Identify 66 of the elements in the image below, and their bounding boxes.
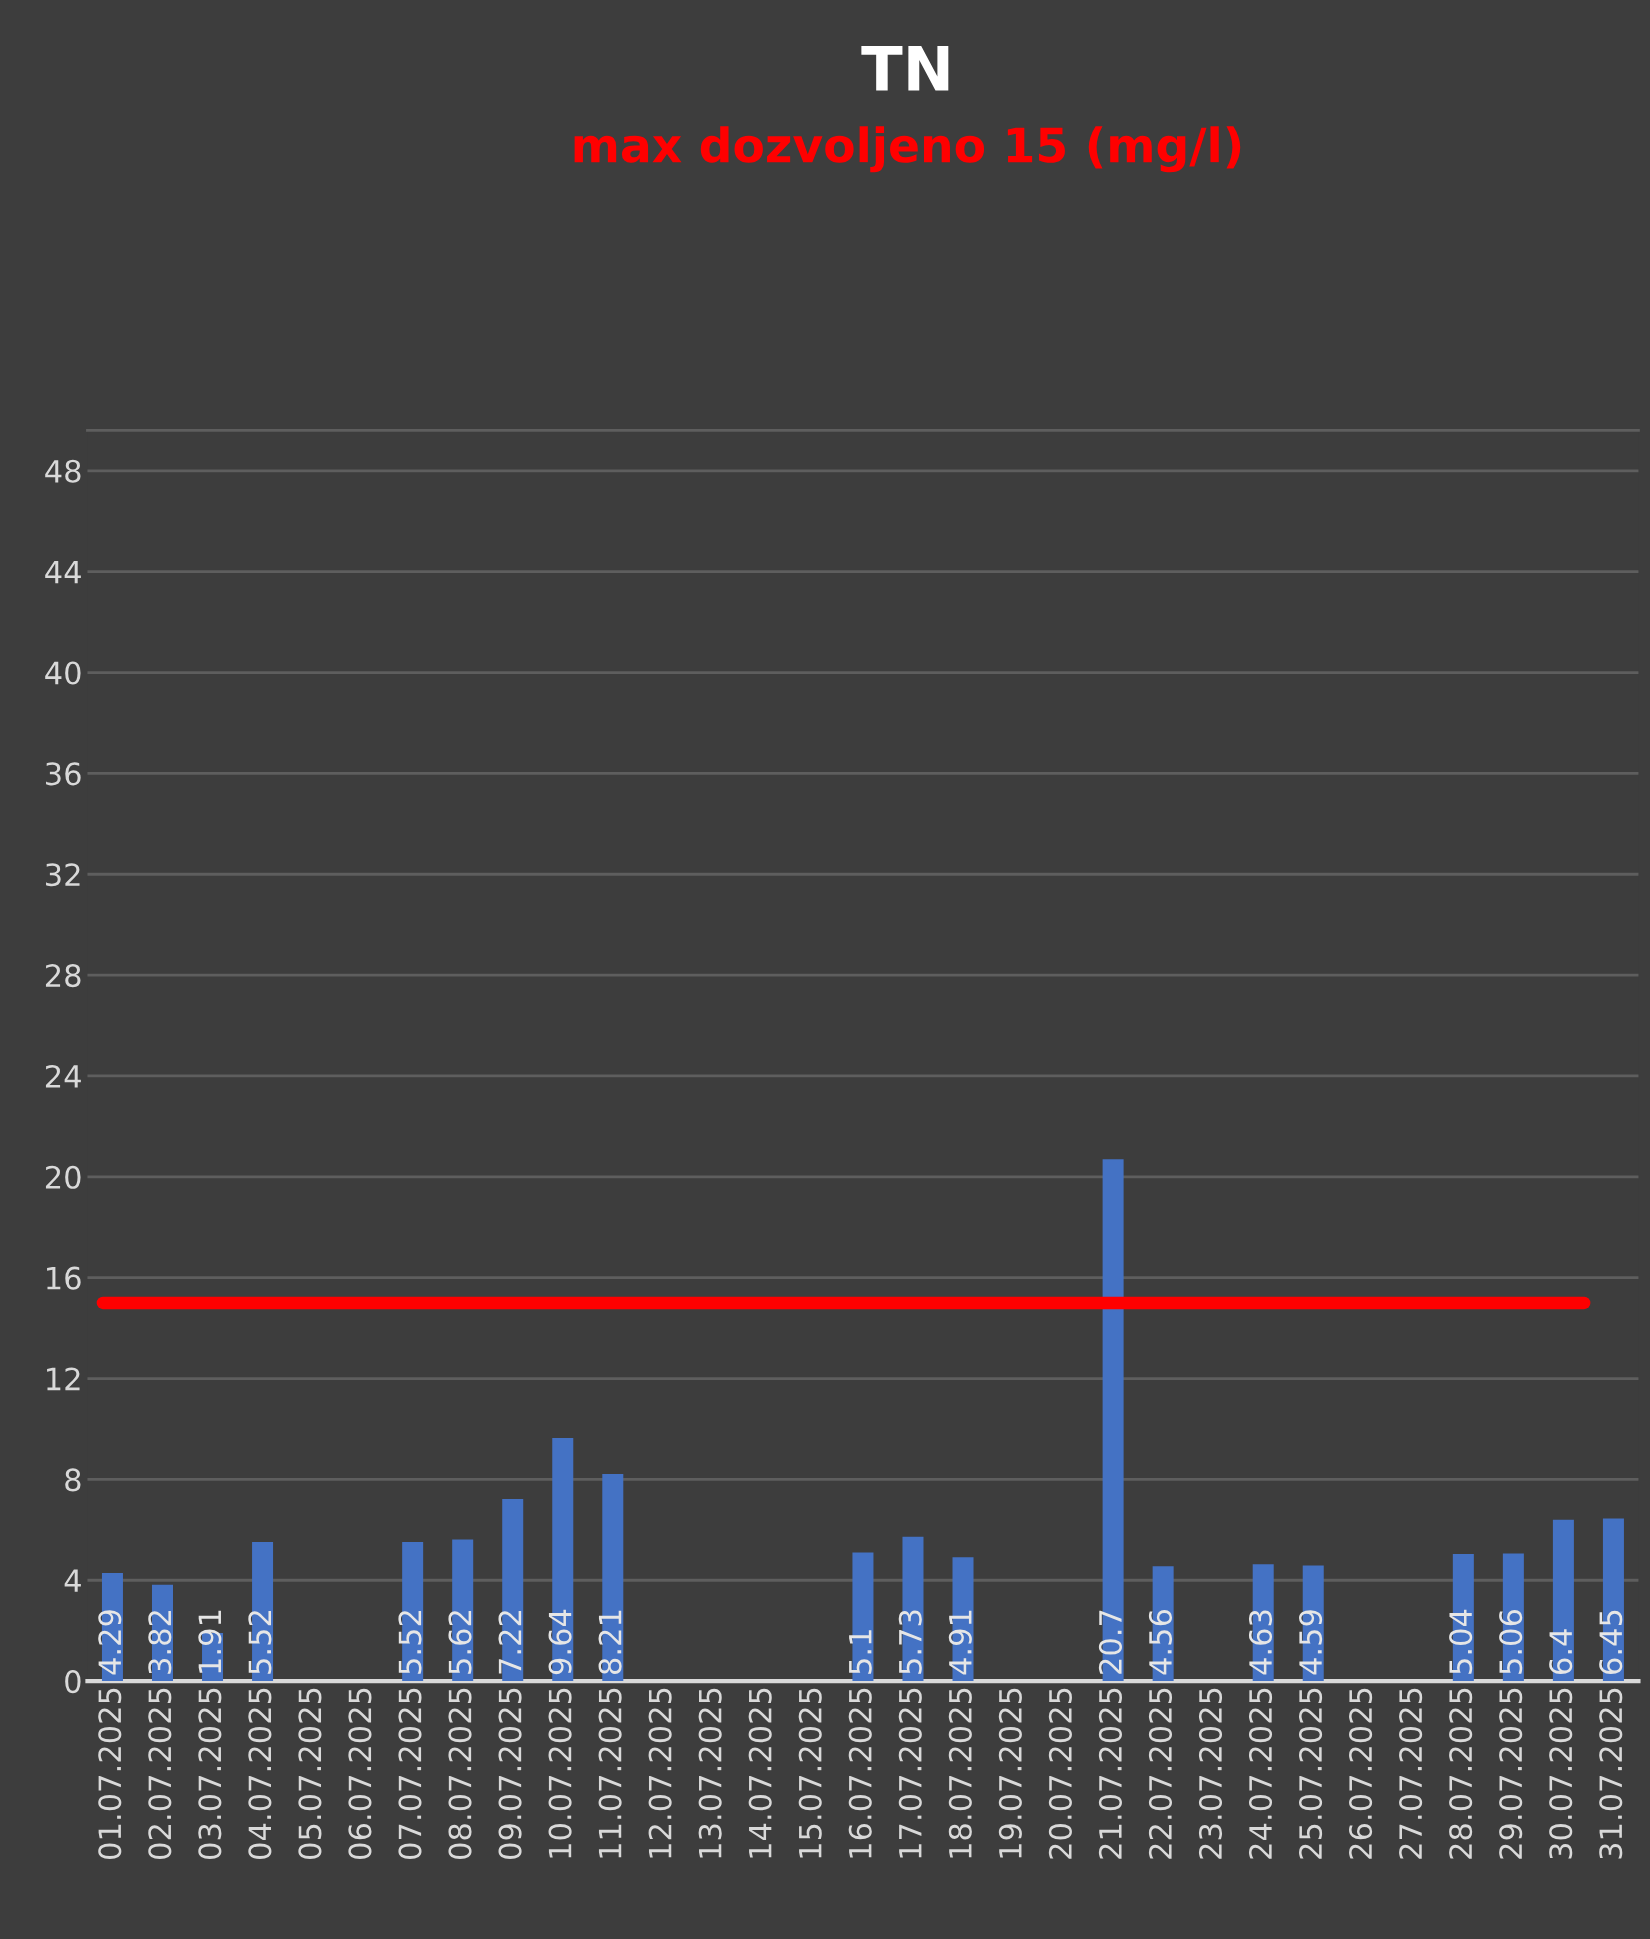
y-tick-label: 12 (47, 1367, 80, 1391)
x-tick-label: 03.07.2025 (198, 1688, 222, 1859)
data-label: 5.52 (248, 1611, 272, 1674)
x-tick-label: 19.07.2025 (998, 1688, 1022, 1858)
chart-title: TN (861, 45, 949, 91)
data-label: 4.29 (98, 1610, 122, 1675)
data-label: 4.56 (1148, 1609, 1173, 1675)
y-tick-label: 20 (45, 1165, 81, 1189)
x-tick-label: 16.07.2025 (848, 1688, 872, 1858)
x-tick-label: 08.07.2025 (448, 1688, 472, 1859)
y-tick-label: 8 (65, 1468, 81, 1492)
data-label: 5.52 (398, 1611, 422, 1674)
x-tick-label: 06.07.2025 (348, 1688, 372, 1859)
y-tick-label: 48 (45, 459, 81, 483)
x-tick-label: 27.07.2025 (1399, 1688, 1423, 1859)
x-tick-label: 28.07.2025 (1449, 1688, 1473, 1859)
x-tick-label: 23.07.2025 (1198, 1688, 1223, 1859)
x-tick-label: 15.07.2025 (798, 1688, 822, 1858)
x-tick-label: 26.07.2025 (1349, 1688, 1373, 1859)
data-label: 5.73 (898, 1610, 922, 1674)
data-label: 3.82 (148, 1611, 172, 1674)
x-tick-label: 22.07.2025 (1148, 1688, 1173, 1859)
x-tick-label: 18.07.2025 (948, 1688, 972, 1858)
chart-subtitle: max dozvoljeno 15 (mg/l) (574, 126, 1241, 173)
data-label: 5.04 (1449, 1609, 1473, 1674)
y-tick-label: 16 (47, 1266, 81, 1290)
y-tick-label: 28 (45, 964, 81, 988)
data-label: 9.64 (548, 1609, 572, 1675)
y-tick-label: 40 (45, 661, 81, 685)
x-tick-label: 31.07.2025 (1599, 1688, 1623, 1859)
x-tick-label: 13.07.2025 (698, 1688, 722, 1858)
y-tick-label: 36 (46, 762, 81, 786)
x-tick-label: 05.07.2025 (298, 1688, 322, 1859)
x-tick-label: 14.07.2025 (748, 1688, 772, 1858)
x-tick-label: 01.07.2025 (98, 1688, 122, 1859)
x-tick-label: 04.07.2025 (248, 1688, 272, 1859)
data-label: 4.91 (948, 1610, 972, 1675)
y-tick-label: 32 (46, 863, 80, 887)
data-label: 4.63 (1248, 1610, 1273, 1675)
data-label: 5.06 (1499, 1609, 1523, 1674)
y-tick-label: 4 (64, 1569, 81, 1592)
data-label: 6.45 (1599, 1610, 1623, 1674)
x-tick-label: 21.07.2025 (1098, 1688, 1122, 1859)
data-label: 4.59 (1298, 1610, 1323, 1675)
x-tick-label: 12.07.2025 (648, 1688, 672, 1858)
data-label: 7.22 (498, 1611, 522, 1674)
data-label: 8.21 (598, 1610, 622, 1674)
x-tick-label: 24.07.2025 (1248, 1688, 1273, 1859)
x-tick-label: 30.07.2025 (1549, 1688, 1573, 1859)
x-tick-label: 25.07.2025 (1298, 1688, 1323, 1859)
data-label: 1.91 (198, 1610, 222, 1673)
x-tick-label: 29.07.2025 (1499, 1688, 1523, 1859)
x-tick-label: 10.07.2025 (548, 1688, 572, 1858)
x-tick-label: 07.07.2025 (398, 1688, 422, 1859)
data-label: 5.62 (448, 1611, 472, 1674)
x-tick-label: 11.07.2025 (598, 1688, 622, 1858)
x-tick-label: 09.07.2025 (498, 1688, 522, 1859)
data-label: 5.1 (849, 1630, 872, 1674)
x-tick-label: 20.07.2025 (1048, 1688, 1072, 1859)
y-tick-label: 0 (65, 1670, 81, 1694)
data-label: 6.4 (1549, 1629, 1573, 1674)
y-tick-label: 44 (45, 560, 81, 584)
x-tick-label: 17.07.2025 (898, 1688, 922, 1858)
data-label: 20.7 (1098, 1610, 1122, 1674)
x-tick-label: 02.07.2025 (148, 1688, 172, 1859)
y-tick-label: 24 (45, 1064, 81, 1088)
